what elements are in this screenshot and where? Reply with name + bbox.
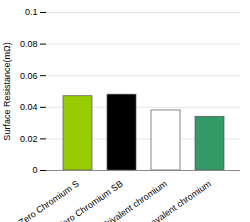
svg-text:0.08: 0.08	[20, 39, 38, 49]
svg-text:0.02: 0.02	[20, 134, 38, 144]
svg-text:hexavalent chromium: hexavalent chromium	[137, 179, 213, 222]
svg-text:0: 0	[32, 165, 37, 175]
svg-text:0.1: 0.1	[25, 7, 38, 17]
svg-text:Surface Resistance(mΩ): Surface Resistance(mΩ)	[2, 42, 12, 140]
svg-text:0.06: 0.06	[20, 71, 38, 81]
svg-text:0.04: 0.04	[20, 102, 38, 112]
